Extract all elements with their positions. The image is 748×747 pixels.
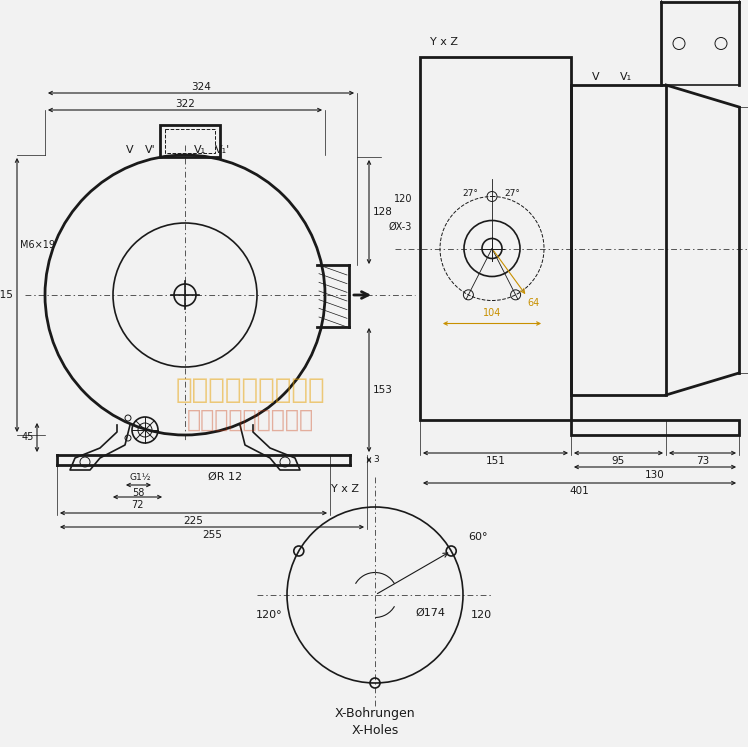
Text: 73: 73 xyxy=(696,456,709,466)
Text: G1½: G1½ xyxy=(129,473,151,482)
Text: 27°: 27° xyxy=(462,189,478,198)
Text: Y x Z: Y x Z xyxy=(430,37,458,47)
Text: 315: 315 xyxy=(0,290,13,300)
Text: 120: 120 xyxy=(393,193,412,203)
Text: ØX-3: ØX-3 xyxy=(389,222,412,232)
Bar xyxy=(571,85,666,395)
Text: V₁: V₁ xyxy=(620,72,632,82)
Text: 27°: 27° xyxy=(504,189,520,198)
Text: ØR 12: ØR 12 xyxy=(208,472,242,482)
Text: 130: 130 xyxy=(645,470,665,480)
Text: 60°: 60° xyxy=(468,532,488,542)
Text: 3: 3 xyxy=(373,456,378,465)
Text: 45: 45 xyxy=(22,433,34,442)
Text: 128: 128 xyxy=(373,207,393,217)
Text: 322: 322 xyxy=(175,99,195,109)
Text: V: V xyxy=(126,145,134,155)
Text: 104: 104 xyxy=(482,309,501,318)
Text: 255: 255 xyxy=(202,530,222,540)
Text: 72: 72 xyxy=(131,500,144,510)
Text: 225: 225 xyxy=(183,516,203,526)
Text: 151: 151 xyxy=(485,456,506,466)
Text: 北京美其乐机电设备: 北京美其乐机电设备 xyxy=(186,408,313,432)
Bar xyxy=(165,129,215,153)
Bar xyxy=(160,125,220,157)
Text: 95: 95 xyxy=(612,456,625,466)
Bar xyxy=(420,57,571,420)
Text: Y x Z: Y x Z xyxy=(331,484,359,494)
Text: 120°: 120° xyxy=(256,610,282,620)
Text: 120: 120 xyxy=(470,610,491,620)
Bar xyxy=(571,420,739,435)
Text: V₁: V₁ xyxy=(194,145,206,155)
Text: M6×19: M6×19 xyxy=(20,240,55,250)
Text: 58: 58 xyxy=(132,488,144,498)
Text: X-Holes: X-Holes xyxy=(352,725,399,737)
Text: V: V xyxy=(592,72,600,82)
Text: X-Bohrungen: X-Bohrungen xyxy=(334,707,415,719)
Text: 64: 64 xyxy=(528,299,540,309)
Text: 北京美其乐机电设备: 北京美其乐机电设备 xyxy=(175,376,325,404)
Text: V': V' xyxy=(144,145,156,155)
Text: V₁': V₁' xyxy=(215,145,230,155)
Text: Ø174: Ø174 xyxy=(415,608,445,618)
Text: 153: 153 xyxy=(373,385,393,395)
Text: 401: 401 xyxy=(570,486,589,496)
Text: 324: 324 xyxy=(191,82,211,92)
